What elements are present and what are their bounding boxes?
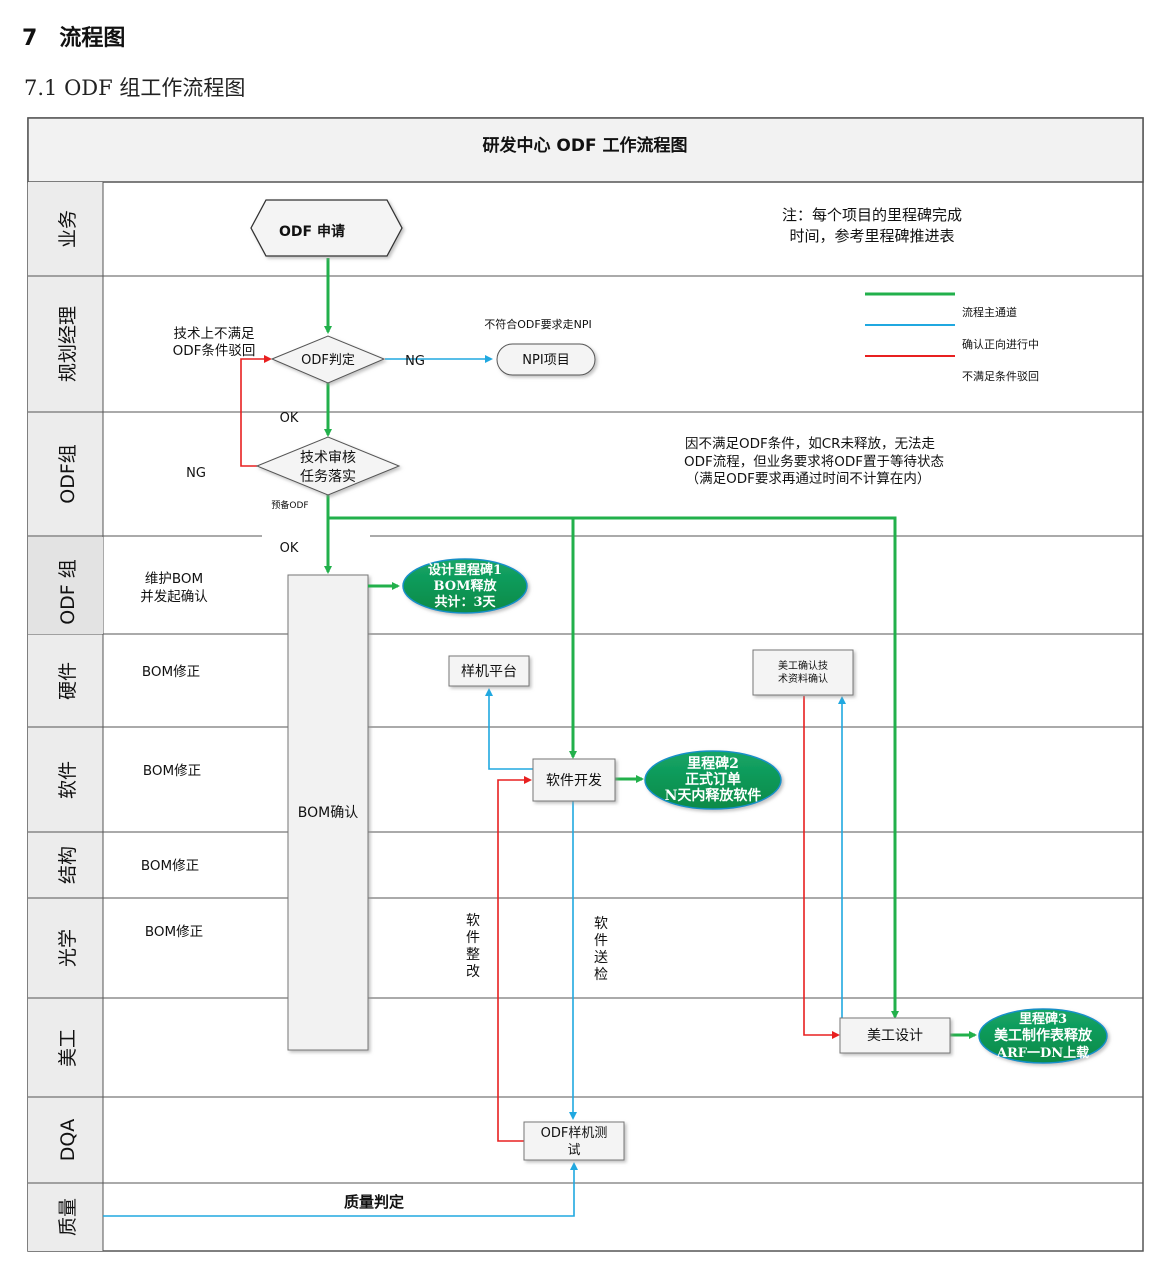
sw-submit-char: 软 <box>594 916 608 932</box>
wait-note-3: （满足ODF要求再通过时间不计算在内） <box>686 471 931 487</box>
confirm-flow-lines <box>103 355 846 1217</box>
proto-platform-label: 样机平台 <box>461 664 517 680</box>
milestone-2-line-3: N天内释放软件 <box>665 787 762 804</box>
odf-test-node <box>523 1121 625 1161</box>
wait-note-1: 因不满足ODF条件，如CR未释放，无法走 <box>685 435 936 452</box>
odf-decision-label: ODF判定 <box>301 353 355 368</box>
art-confirm-node <box>752 649 854 696</box>
lane-software: 软件 <box>57 761 79 799</box>
ng-left-label: NG <box>186 466 206 481</box>
sw-dev-label: 软件开发 <box>546 773 602 789</box>
bom-confirm-label: BOM确认 <box>298 805 358 821</box>
milestone-2-line-1: 里程碑2 <box>687 755 739 772</box>
reject-note-1: 技术上不满足 <box>174 326 255 342</box>
ng-right-label: NG <box>405 354 425 369</box>
section-number: 7 <box>22 26 38 51</box>
proto-platform-node <box>448 655 530 687</box>
sw-rectify-char: 软 <box>466 913 480 929</box>
sw-dev-node <box>532 758 616 802</box>
bom-fix-sw: BOM修正 <box>143 763 201 779</box>
bom-fix-opt: BOM修正 <box>145 924 203 940</box>
subsection-heading: 7.1 ODF 组工作流程图 <box>24 76 246 100</box>
start-node <box>250 199 403 257</box>
milestone-1-line-1: 设计里程碑1 <box>428 562 502 578</box>
note-top-1: 注：每个项目的里程碑完成 <box>782 206 962 224</box>
reject-flow-lines <box>240 355 840 1142</box>
diagram-title: 研发中心 ODF 工作流程图 <box>482 135 687 156</box>
npi-label: NPI项目 <box>522 353 569 368</box>
lane-optics: 光学 <box>57 929 79 967</box>
lane-hardware: 硬件 <box>57 662 79 700</box>
sw-submit-label: 软 件 送 检 <box>594 916 608 983</box>
ok-label-2: OK <box>280 541 299 556</box>
lane-highlight <box>28 537 103 634</box>
section-title: 流程图 <box>59 26 126 51</box>
milestone-2 <box>644 750 782 810</box>
lane-quality: 质量 <box>57 1198 79 1236</box>
legend-label-reject: 不满足条件驳回 <box>962 369 1039 383</box>
sw-rectify-label: 软 件 整 改 <box>466 913 480 980</box>
lane-odf-group: ODF组 <box>57 444 79 504</box>
bom-fix-hw: BOM修正 <box>142 664 200 680</box>
milestone-3-line-2: 美工制作表释放 <box>994 1027 1093 1044</box>
section-heading: 7 流程图 <box>22 20 125 52</box>
tech-review-node <box>255 436 401 496</box>
milestone-3 <box>978 1008 1108 1064</box>
lane-mechanical: 结构 <box>57 846 79 884</box>
lane-dqa: DQA <box>57 1119 79 1162</box>
wait-note-2: ODF流程，但业务要求将ODF置于等待状态 <box>684 453 944 470</box>
tech-review-label-2: 任务落实 <box>300 469 356 485</box>
odf-test-label-1: ODF样机测 <box>541 1126 608 1141</box>
lane-business: 业务 <box>57 210 79 248</box>
odf-test-label-2: 试 <box>567 1143 580 1158</box>
lane-planning-manager: 规划经理 <box>57 306 79 382</box>
milestone-3-line-1: 里程碑3 <box>1019 1011 1067 1027</box>
odf-decision-node <box>270 335 386 384</box>
art-confirm-label-2: 术资料确认 <box>778 672 828 685</box>
sw-submit-char: 送 <box>594 950 608 966</box>
note-top-2: 时间，参考里程碑推进表 <box>789 227 954 245</box>
milestone-2-line-2: 正式订单 <box>685 771 741 788</box>
start-label: ODF 申请 <box>279 223 345 240</box>
bom-confirm-box <box>287 574 369 1051</box>
milestone-3-line-3: ARF一DN上载 <box>996 1045 1089 1061</box>
sw-rectify-char: 件 <box>466 930 480 946</box>
art-design-label: 美工设计 <box>867 1028 923 1044</box>
tech-review-label-1: 技术审核 <box>300 450 356 466</box>
quality-judge-label: 质量判定 <box>344 1193 404 1211</box>
npi-node <box>496 343 596 376</box>
reject-note-2: ODF条件驳回 <box>173 342 256 359</box>
legend-label-main: 流程主通道 <box>962 305 1017 319</box>
art-confirm-label-1: 美工确认技 <box>778 659 828 672</box>
milestone-1 <box>402 558 528 614</box>
legend-label-confirm: 确认正向进行中 <box>962 337 1039 351</box>
npi-note: 不符合ODF要求走NPI <box>484 317 592 331</box>
sw-submit-char: 件 <box>594 933 608 949</box>
maintain-bom-2: 并发起确认 <box>140 589 208 605</box>
ok-label-1: OK <box>280 411 299 426</box>
maintain-bom-1: 维护BOM <box>145 571 203 587</box>
art-design-node <box>839 1017 951 1054</box>
sw-rectify-char: 整 <box>466 947 480 963</box>
lane-odf-group-2: ODF 组 <box>57 559 79 625</box>
lane-art: 美工 <box>57 1029 79 1067</box>
milestone-1-line-3: 共计：3天 <box>434 594 496 610</box>
sw-submit-char: 检 <box>594 967 608 983</box>
prep-odf-label: 预备ODF <box>271 499 308 511</box>
main-flow-lines <box>324 258 977 1039</box>
legend: 流程主通道 确认正向进行中 不满足条件驳回 <box>865 292 1039 383</box>
frame <box>27 117 1144 1252</box>
bom-fix-mech: BOM修正 <box>141 858 199 874</box>
lane-dividers <box>28 275 1143 1184</box>
milestone-1-line-2: BOM释放 <box>434 578 498 594</box>
sw-rectify-char: 改 <box>466 964 480 980</box>
